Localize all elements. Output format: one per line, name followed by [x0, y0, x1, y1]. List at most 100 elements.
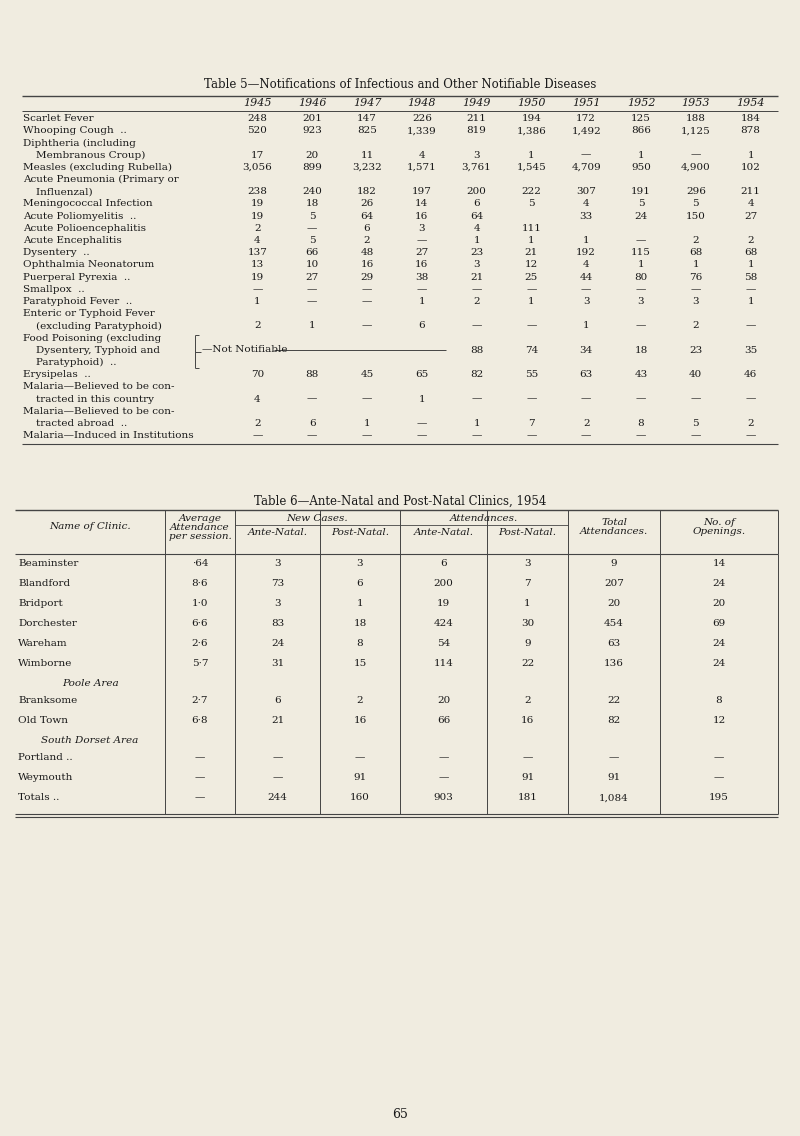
Text: 2·6: 2·6	[192, 640, 208, 649]
Text: Wareham: Wareham	[18, 640, 68, 649]
Text: 160: 160	[350, 793, 370, 802]
Text: Scarlet Fever: Scarlet Fever	[23, 114, 94, 123]
Text: 191: 191	[631, 187, 651, 197]
Text: 1·0: 1·0	[192, 600, 208, 609]
Text: 181: 181	[518, 793, 538, 802]
Text: Name of Clinic.: Name of Clinic.	[49, 523, 131, 532]
Text: —: —	[714, 753, 724, 762]
Text: Branksome: Branksome	[18, 696, 78, 705]
Text: 58: 58	[744, 273, 758, 282]
Text: 899: 899	[302, 162, 322, 172]
Text: 8: 8	[357, 640, 363, 649]
Text: 825: 825	[357, 126, 377, 135]
Text: 43: 43	[634, 370, 648, 379]
Text: 3: 3	[474, 260, 480, 269]
Text: 7: 7	[528, 419, 534, 428]
Text: 4: 4	[418, 151, 425, 159]
Text: Bridport: Bridport	[18, 600, 62, 609]
Text: —: —	[252, 285, 262, 294]
Text: 866: 866	[631, 126, 651, 135]
Text: 1: 1	[693, 260, 699, 269]
Text: 1,084: 1,084	[599, 793, 629, 802]
Text: —: —	[526, 394, 537, 403]
Text: —: —	[307, 224, 318, 233]
Text: 15: 15	[354, 659, 366, 668]
Text: 1: 1	[418, 296, 425, 306]
Text: 3: 3	[638, 296, 644, 306]
Text: 3: 3	[357, 559, 363, 568]
Text: —: —	[195, 774, 205, 783]
Text: Smallpox  ..: Smallpox ..	[23, 285, 85, 294]
Text: Diphtheria (including: Diphtheria (including	[23, 139, 136, 148]
Text: 878: 878	[741, 126, 761, 135]
Text: 2: 2	[357, 696, 363, 705]
Text: —: —	[362, 285, 372, 294]
Text: —: —	[417, 236, 427, 245]
Text: 91: 91	[521, 774, 534, 783]
Text: 1: 1	[747, 260, 754, 269]
Text: —: —	[636, 236, 646, 245]
Text: 91: 91	[354, 774, 366, 783]
Text: —: —	[714, 774, 724, 783]
Text: 27: 27	[415, 248, 429, 257]
Text: —: —	[746, 432, 756, 440]
Text: 8·6: 8·6	[192, 579, 208, 588]
Text: 296: 296	[686, 187, 706, 197]
Text: 8: 8	[638, 419, 644, 428]
Text: —: —	[195, 753, 205, 762]
Text: 1: 1	[583, 236, 590, 245]
Text: —: —	[636, 321, 646, 331]
Text: 3,056: 3,056	[242, 162, 272, 172]
Text: 33: 33	[579, 211, 593, 220]
Text: 11: 11	[360, 151, 374, 159]
Text: Enteric or Typhoid Fever: Enteric or Typhoid Fever	[23, 309, 154, 318]
Text: —: —	[581, 394, 591, 403]
Text: New Cases.: New Cases.	[286, 515, 348, 524]
Text: 27: 27	[306, 273, 319, 282]
Text: 923: 923	[302, 126, 322, 135]
Text: 1947: 1947	[353, 98, 382, 108]
Text: 6: 6	[364, 224, 370, 233]
Text: Acute Encephalitis: Acute Encephalitis	[23, 236, 122, 245]
Text: 194: 194	[522, 114, 542, 123]
Text: 903: 903	[434, 793, 454, 802]
Text: 24: 24	[712, 640, 726, 649]
Text: 48: 48	[360, 248, 374, 257]
Text: —: —	[471, 321, 482, 331]
Text: tracted in this country: tracted in this country	[23, 394, 154, 403]
Text: 82: 82	[607, 717, 621, 726]
Text: 950: 950	[631, 162, 651, 172]
Text: —: —	[522, 753, 533, 762]
Text: 82: 82	[470, 370, 483, 379]
Text: 4: 4	[254, 236, 261, 245]
Text: 1: 1	[364, 419, 370, 428]
Text: 1: 1	[528, 296, 534, 306]
Text: 307: 307	[576, 187, 596, 197]
Text: 147: 147	[357, 114, 377, 123]
Text: 195: 195	[709, 793, 729, 802]
Text: Poole Area: Poole Area	[62, 679, 118, 688]
Text: 184: 184	[741, 114, 761, 123]
Text: 136: 136	[604, 659, 624, 668]
Text: 3: 3	[524, 559, 531, 568]
Text: Malaria—Induced in Institutions: Malaria—Induced in Institutions	[23, 432, 194, 440]
Text: 21: 21	[525, 248, 538, 257]
Text: Dysentery  ..: Dysentery ..	[23, 248, 90, 257]
Text: —: —	[362, 394, 372, 403]
Text: —: —	[195, 793, 205, 802]
Text: 1: 1	[254, 296, 261, 306]
Text: 1945: 1945	[243, 98, 272, 108]
Text: —: —	[636, 432, 646, 440]
Text: Ophthalmia Neonatorum: Ophthalmia Neonatorum	[23, 260, 154, 269]
Text: 24: 24	[271, 640, 284, 649]
Text: 66: 66	[306, 248, 319, 257]
Text: 207: 207	[604, 579, 624, 588]
Text: (excluding Paratyphoid): (excluding Paratyphoid)	[23, 321, 162, 331]
Text: 114: 114	[434, 659, 454, 668]
Text: 6·8: 6·8	[192, 717, 208, 726]
Text: 20: 20	[607, 600, 621, 609]
Text: tracted abroad  ..: tracted abroad ..	[23, 419, 127, 428]
Text: 5·7: 5·7	[192, 659, 208, 668]
Text: Post-Natal.: Post-Natal.	[331, 528, 389, 537]
Text: 73: 73	[271, 579, 284, 588]
